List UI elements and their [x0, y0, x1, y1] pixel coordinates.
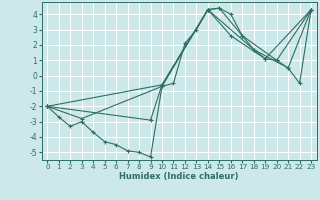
- X-axis label: Humidex (Indice chaleur): Humidex (Indice chaleur): [119, 172, 239, 181]
